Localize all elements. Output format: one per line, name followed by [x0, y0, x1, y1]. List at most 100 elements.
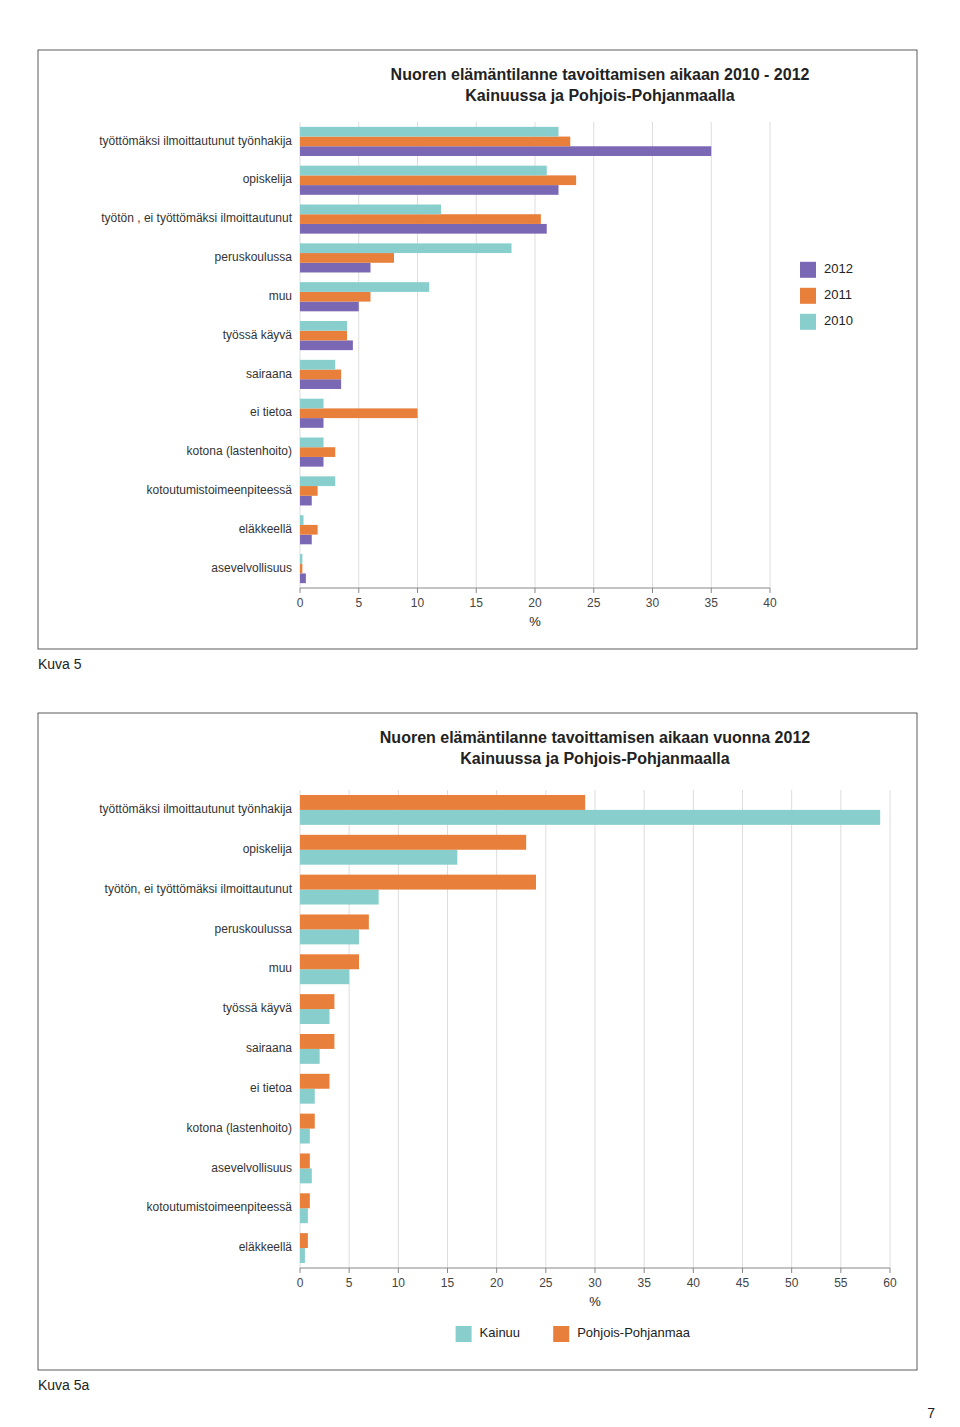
bar	[300, 331, 347, 341]
bar	[300, 554, 302, 564]
chart: Nuoren elämäntilanne tavoittamisen aikaa…	[38, 50, 917, 672]
tick-label: 5	[346, 1276, 353, 1290]
bar	[300, 438, 324, 448]
title: Nuoren elämäntilanne tavoittamisen aikaa…	[391, 66, 810, 83]
category-label: työttömäksi ilmoittautunut työnhakija	[99, 134, 292, 148]
grid-line	[840, 790, 841, 1268]
category-label: muu	[269, 289, 292, 303]
chart: Nuoren elämäntilanne tavoittamisen aikaa…	[38, 713, 935, 1421]
bar	[300, 243, 512, 253]
bar	[300, 302, 359, 312]
tick-label: 30	[646, 596, 660, 610]
category-label: työssä käyvä	[223, 328, 293, 342]
bar	[300, 486, 318, 496]
bar	[300, 850, 457, 865]
category-label: kotona (lastenhoito)	[187, 444, 292, 458]
tick-label: 0	[297, 1276, 304, 1290]
bar	[300, 564, 302, 574]
category-label: työtön , ei työttömäksi ilmoittautunut	[101, 211, 292, 225]
bar	[300, 954, 359, 969]
bar	[300, 1248, 305, 1263]
bar	[300, 535, 312, 545]
bars	[300, 795, 880, 1263]
bar	[300, 137, 570, 147]
tick-label: 50	[785, 1276, 799, 1290]
bar	[300, 263, 371, 273]
tick-label: 0	[297, 596, 304, 610]
tick-label: 60	[883, 1276, 897, 1290]
figure-label: Kuva 5	[38, 656, 82, 672]
bar	[300, 1034, 334, 1049]
category-label: työssä käyvä	[223, 1001, 293, 1015]
bar	[300, 1193, 310, 1208]
tick-mark	[693, 1268, 694, 1273]
category-label: peruskoulussa	[215, 250, 293, 264]
grid-line	[890, 790, 891, 1268]
category-label: opiskelija	[243, 842, 293, 856]
tick-label: 40	[763, 596, 777, 610]
figure-label: Kuva 5a	[38, 1377, 90, 1393]
page: Nuoren elämäntilanne tavoittamisen aikaa…	[0, 0, 960, 1427]
bar	[300, 795, 585, 810]
tick-label: 5	[355, 596, 362, 610]
tick-mark	[711, 588, 712, 593]
grid-line	[693, 790, 694, 1268]
bar	[300, 379, 341, 389]
legend-label: Kainuu	[480, 1325, 520, 1340]
tick-mark	[496, 1268, 497, 1273]
legend-swatch	[800, 262, 816, 278]
legend-swatch	[800, 314, 816, 330]
tick-mark	[742, 1268, 743, 1273]
tick-mark	[535, 588, 536, 593]
bar	[300, 914, 369, 929]
tick-mark	[300, 1268, 301, 1273]
x-axis: 0510152025303540%	[297, 122, 777, 629]
bar	[300, 1009, 330, 1024]
bars	[300, 127, 711, 583]
legend: Kainuu Pohjois-Pohjanmaa	[456, 1325, 691, 1342]
legend-swatch	[553, 1326, 569, 1342]
bar	[300, 360, 335, 370]
bar	[300, 1208, 308, 1223]
legend-label: Pohjois-Pohjanmaa	[577, 1325, 691, 1340]
background	[0, 0, 960, 1427]
grid-line	[711, 122, 712, 588]
bar	[300, 418, 324, 428]
tick-label: 35	[637, 1276, 651, 1290]
bar	[300, 146, 711, 156]
tick-mark	[476, 588, 477, 593]
bar	[300, 1233, 308, 1248]
y-axis: työttömäksi ilmoittautunut työnhakijaopi…	[99, 134, 292, 575]
page-number: 7	[927, 1405, 935, 1421]
bar	[300, 476, 335, 486]
category-label: asevelvollisuus	[211, 1161, 292, 1175]
bar	[300, 1114, 315, 1129]
tick-mark	[595, 1268, 596, 1273]
bar	[300, 496, 312, 506]
bar	[300, 810, 880, 825]
tick-mark	[593, 588, 594, 593]
tick-label: 10	[392, 1276, 406, 1290]
bar	[300, 321, 347, 331]
subtitle: Kainuussa ja Pohjois-Pohjanmaalla	[460, 750, 730, 767]
category-label: asevelvollisuus	[211, 561, 292, 575]
bar	[300, 1049, 320, 1064]
tick-label: 20	[528, 596, 542, 610]
tick-mark	[300, 588, 301, 593]
tick-label: 40	[687, 1276, 701, 1290]
tick-mark	[644, 1268, 645, 1273]
axis-line	[300, 588, 770, 589]
bar	[300, 994, 334, 1009]
axis-label: %	[589, 1294, 601, 1309]
category-label: sairaana	[246, 367, 292, 381]
legend-label: 2012	[824, 261, 853, 276]
grid-line	[742, 790, 743, 1268]
tick-label: 35	[705, 596, 719, 610]
grid-line	[644, 790, 645, 1268]
tick-mark	[791, 1268, 792, 1273]
category-label: ei tietoa	[250, 1081, 292, 1095]
grid-line	[652, 122, 653, 588]
bar	[300, 224, 547, 234]
subtitle: Kainuussa ja Pohjois-Pohjanmaalla	[465, 87, 735, 104]
bar	[300, 214, 541, 224]
